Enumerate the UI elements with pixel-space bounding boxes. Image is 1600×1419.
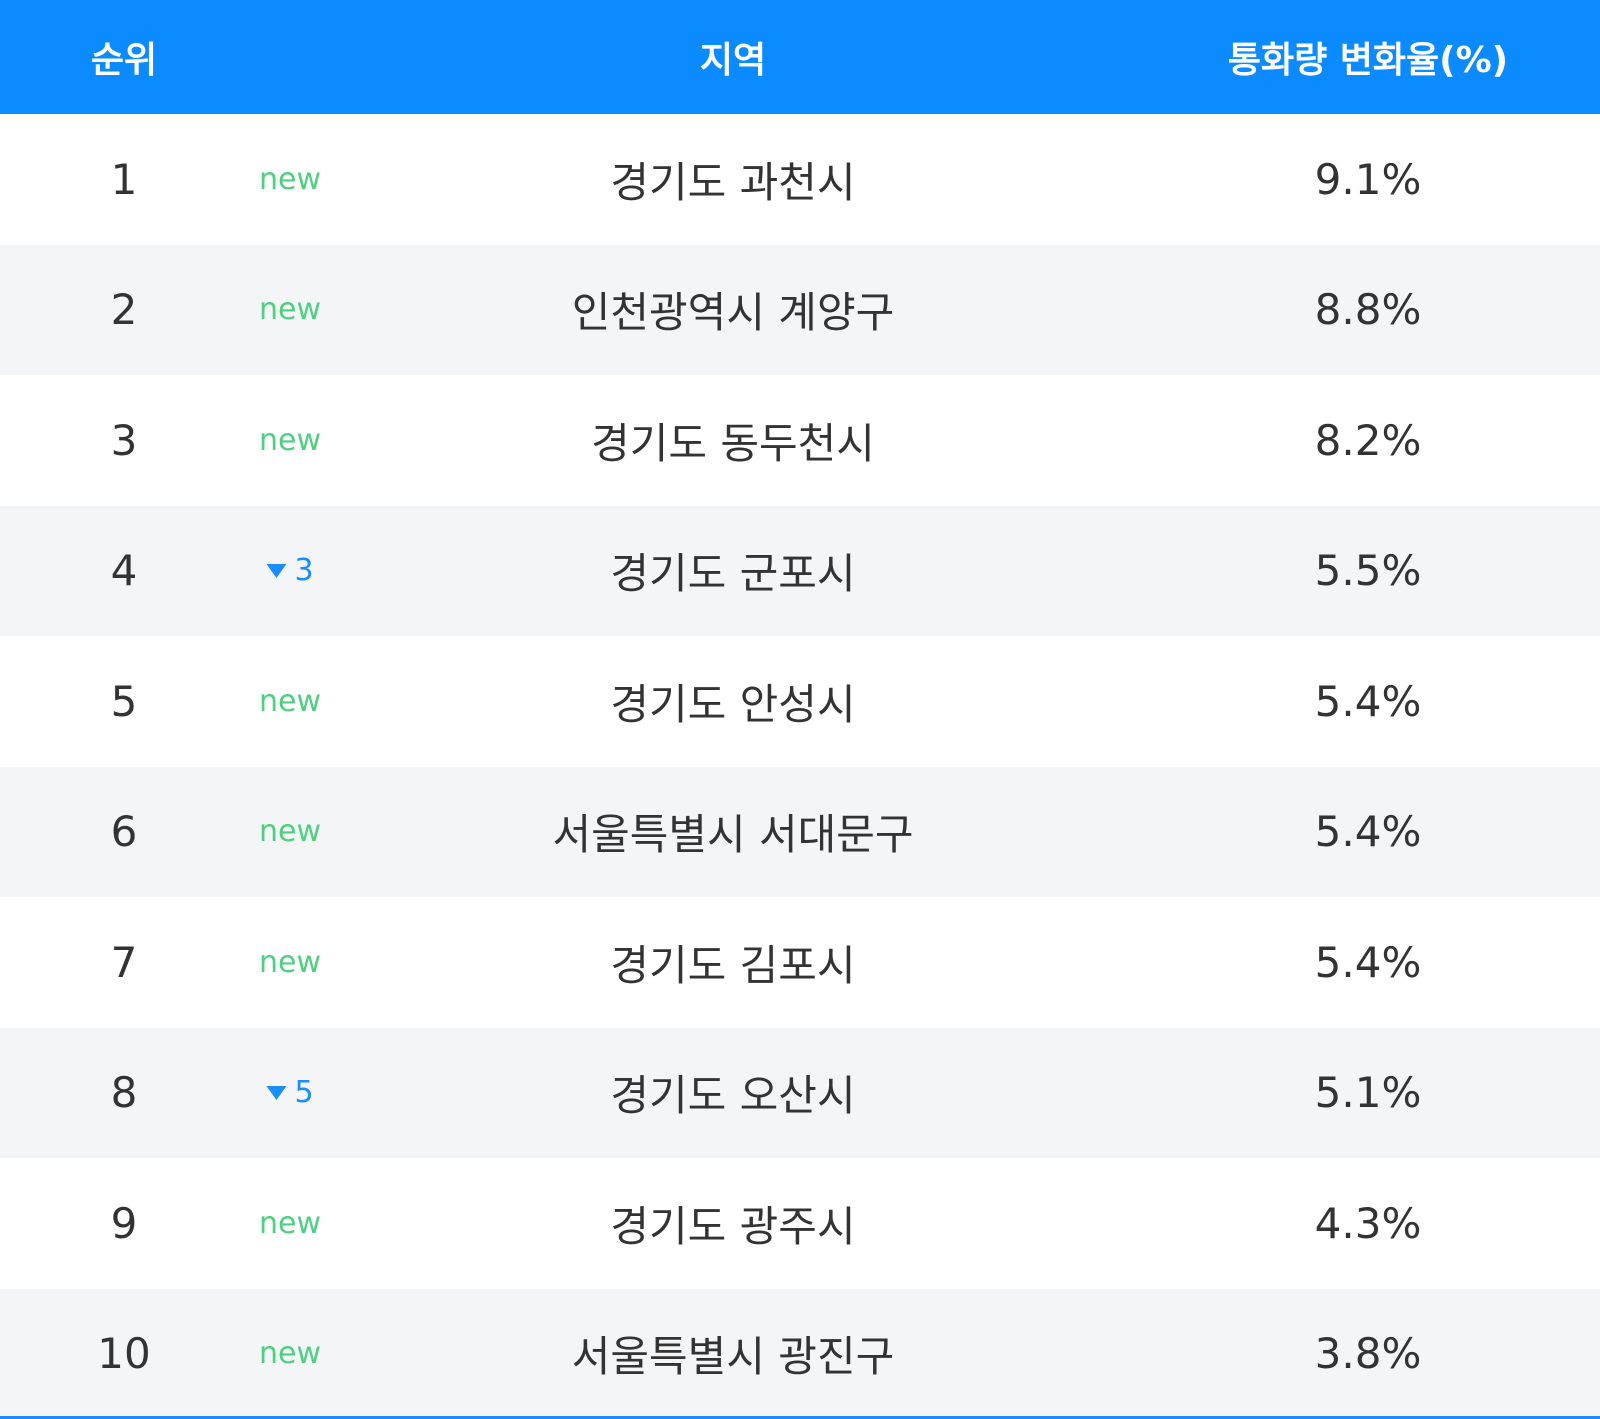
rank: 3	[110, 415, 138, 465]
rate: 9.1%	[1314, 154, 1422, 204]
new-badge: new	[258, 683, 322, 719]
rank: 10	[97, 1329, 151, 1379]
table-row: 2 new 인천광역시 계양구 8.8%	[0, 244, 1600, 375]
rank: 1	[110, 154, 138, 204]
table-row: 6 new 서울특별시 서대문구 5.4%	[0, 766, 1600, 897]
rank: 8	[110, 1068, 138, 1118]
new-badge: new	[258, 814, 322, 850]
table-row: 1 new 경기도 과천시 9.1%	[0, 114, 1600, 245]
region: 인천광역시 계양구	[571, 288, 895, 338]
down-arrow-icon	[266, 563, 287, 578]
rank-change-value: 5	[294, 1075, 314, 1111]
region: 서울특별시 광진구	[571, 1332, 895, 1382]
new-badge: new	[258, 1336, 322, 1372]
rank: 6	[110, 807, 138, 857]
header-cell: 순위	[90, 40, 158, 81]
rate: 4.3%	[1314, 1198, 1422, 1248]
region: 경기도 김포시	[610, 940, 856, 990]
rank: 9	[110, 1198, 138, 1248]
table-row: 7 new 경기도 김포시 5.4%	[0, 897, 1600, 1028]
table-row: 4 3 경기도 군포시 5.5%	[0, 505, 1600, 637]
rank: 5	[110, 676, 138, 726]
table-row: 10 new 서울특별시 광진구 3.8%	[0, 1288, 1600, 1419]
rate: 8.2%	[1314, 415, 1422, 465]
region: 경기도 군포시	[610, 549, 856, 599]
rank-change: 5	[266, 1028, 314, 1159]
table-row: 5 new 경기도 안성시 5.4%	[0, 636, 1600, 767]
new-badge: new	[258, 422, 322, 458]
header-cell: 지역	[699, 40, 767, 81]
rate: 5.4%	[1314, 937, 1422, 987]
down-arrow-icon	[266, 1085, 287, 1100]
region: 경기도 안성시	[610, 679, 856, 729]
table-row: 9 new 경기도 광주시 4.3%	[0, 1158, 1600, 1289]
rate: 3.8%	[1314, 1329, 1422, 1379]
rate: 8.8%	[1314, 285, 1422, 335]
rate: 5.1%	[1314, 1068, 1422, 1118]
table-row: 8 5 경기도 오산시 5.1%	[0, 1027, 1600, 1159]
table-row: 3 new 경기도 동두천시 8.2%	[0, 375, 1600, 506]
new-badge: new	[258, 1205, 322, 1241]
rank-change-value: 3	[294, 553, 314, 589]
region: 서울특별시 서대문구	[552, 810, 914, 860]
region: 경기도 과천시	[610, 157, 856, 207]
new-badge: new	[258, 292, 322, 328]
header-cell: 통화량 변화율(%)	[1227, 40, 1509, 81]
region: 경기도 동두천시	[591, 418, 875, 468]
new-badge: new	[258, 944, 322, 980]
table-header: 순위 지역 통화량 변화율(%)	[0, 0, 1600, 114]
region: 경기도 오산시	[610, 1071, 856, 1121]
rate: 5.4%	[1314, 676, 1422, 726]
rate: 5.4%	[1314, 807, 1422, 857]
new-badge: new	[258, 161, 322, 197]
rank: 2	[110, 285, 138, 335]
rank: 4	[110, 546, 138, 596]
table-bottom-border	[0, 1416, 1600, 1419]
region: 경기도 광주시	[610, 1201, 856, 1251]
rate: 5.5%	[1314, 546, 1422, 596]
rank-change: 3	[266, 506, 314, 637]
rank: 7	[110, 937, 138, 987]
